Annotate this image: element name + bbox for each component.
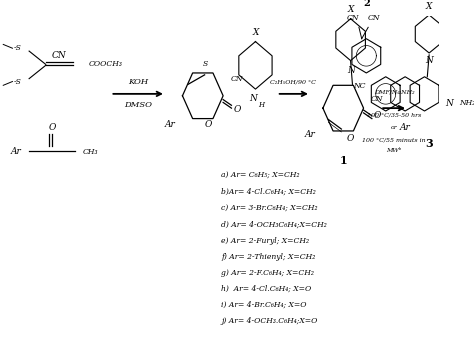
Text: O: O <box>233 105 241 114</box>
Text: 3: 3 <box>425 138 433 149</box>
Text: N: N <box>425 56 433 65</box>
Text: O: O <box>48 122 56 132</box>
Text: -S: -S <box>14 44 22 52</box>
Text: Ar: Ar <box>11 147 22 156</box>
Text: COOCH₃: COOCH₃ <box>89 61 123 68</box>
Text: CN: CN <box>230 75 243 83</box>
Text: d) Ar= 4-OCH₃C₆H₄;X=CH₂: d) Ar= 4-OCH₃C₆H₄;X=CH₂ <box>221 220 327 228</box>
Text: 100 °C/55 minuts in: 100 °C/55 minuts in <box>362 137 426 142</box>
Text: O: O <box>205 120 212 129</box>
Text: MWᵇ: MWᵇ <box>386 149 401 153</box>
Text: N: N <box>445 99 453 108</box>
Text: X: X <box>347 5 354 14</box>
Text: CN: CN <box>371 95 383 103</box>
Text: CN: CN <box>346 14 359 22</box>
Text: NH₂: NH₂ <box>460 99 474 107</box>
Text: j) Ar= 4-OCH₃.C₆H₄;X=O: j) Ar= 4-OCH₃.C₆H₄;X=O <box>221 318 318 325</box>
Text: O: O <box>374 111 381 120</box>
Text: DMSO: DMSO <box>124 101 152 109</box>
Text: 2: 2 <box>363 0 370 8</box>
Text: f) Ar= 2-Thienyl; X=CH₂: f) Ar= 2-Thienyl; X=CH₂ <box>221 253 316 261</box>
Text: i) Ar= 4-Br.C₆H₄; X=O: i) Ar= 4-Br.C₆H₄; X=O <box>221 301 307 309</box>
Text: N: N <box>250 94 257 103</box>
Text: or: or <box>391 125 397 130</box>
Text: S: S <box>203 61 208 68</box>
Text: KOH: KOH <box>128 78 148 87</box>
Text: Ar: Ar <box>400 122 410 132</box>
Text: 1: 1 <box>339 155 347 166</box>
Text: NC: NC <box>353 82 365 90</box>
Text: N: N <box>347 65 356 75</box>
Text: e) Ar= 2-Furyl; X=CH₂: e) Ar= 2-Furyl; X=CH₂ <box>221 237 309 245</box>
Text: C₂H₅OH/90 °C: C₂H₅OH/90 °C <box>270 80 316 85</box>
Text: a) Ar= C₆H₅; X=CH₂: a) Ar= C₆H₅; X=CH₂ <box>221 172 300 180</box>
Text: Ar: Ar <box>164 120 175 129</box>
Text: c) Ar= 3-Br.C₆H₄; X=CH₂: c) Ar= 3-Br.C₆H₄; X=CH₂ <box>221 204 318 212</box>
Text: X: X <box>252 27 259 37</box>
Text: CN: CN <box>51 51 66 60</box>
Text: h)  Ar= 4-Cl.C₆H₄; X=O: h) Ar= 4-Cl.C₆H₄; X=O <box>221 285 311 293</box>
Text: H: H <box>258 101 264 109</box>
Text: Ar: Ar <box>305 130 316 139</box>
Text: DMF/NaNH₂: DMF/NaNH₂ <box>374 89 414 94</box>
Text: X: X <box>426 2 432 11</box>
Text: CH₃: CH₃ <box>82 148 98 156</box>
Text: O: O <box>347 134 354 143</box>
Text: -S: -S <box>14 77 22 86</box>
Text: b)Ar= 4-Cl.C₆H₄; X=CH₂: b)Ar= 4-Cl.C₆H₄; X=CH₂ <box>221 188 316 196</box>
Text: 100 °C/35-50 hrs: 100 °C/35-50 hrs <box>367 112 421 117</box>
Text: g) Ar= 2-F.C₆H₄; X=CH₂: g) Ar= 2-F.C₆H₄; X=CH₂ <box>221 269 314 277</box>
Text: CN: CN <box>367 14 380 22</box>
